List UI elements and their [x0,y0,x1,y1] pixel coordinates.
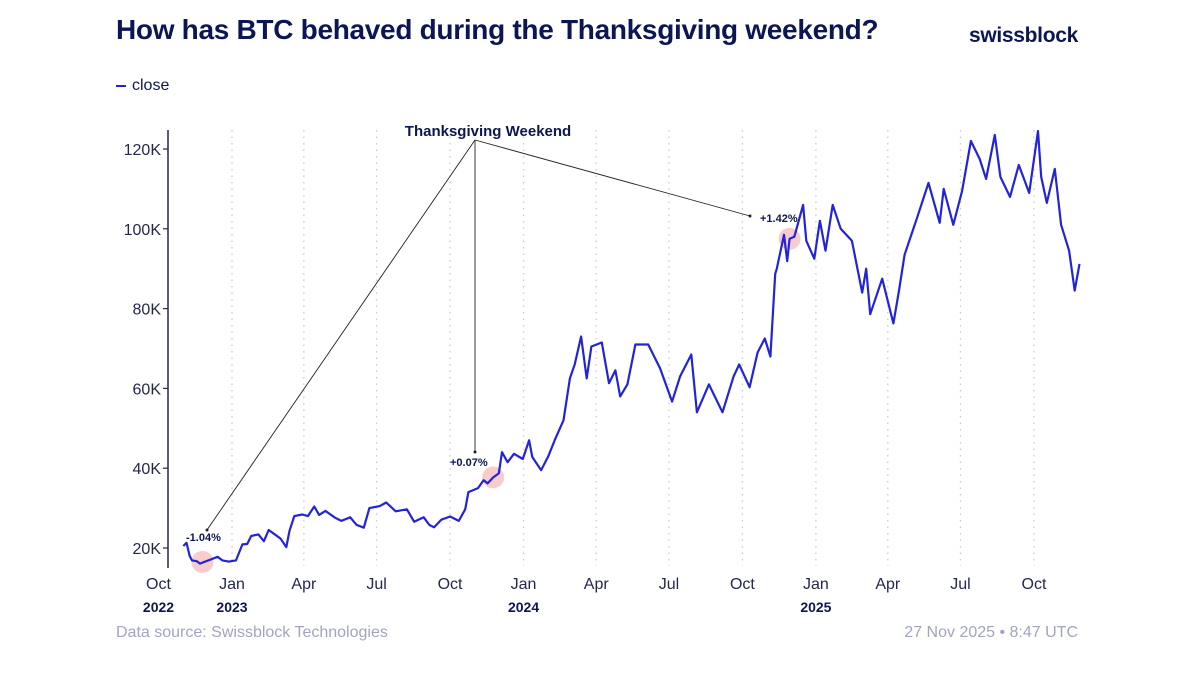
annotation-title: Thanksgiving Weekend [405,123,571,140]
x-tick-label: Apr [584,576,610,593]
annotation-arrow-dot [748,214,752,218]
data-source: Data source: Swissblock Technologies [116,624,388,641]
swissblock-logo: swissblock [968,24,1078,47]
legend: close [116,77,169,95]
x-tick-label: Apr [875,576,901,593]
x-year-label: 2023 [216,599,247,615]
y-tick-label: 120K [124,142,162,159]
x-tick-label: Jan [511,576,537,593]
annotation-connector [474,139,751,217]
x-year-label: 2022 [143,599,174,615]
annotation-label: +1.42% [760,213,798,225]
series-line-close [182,129,1081,565]
timestamp: 27 Nov 2025 • 8:47 UTC [904,624,1078,641]
x-tick-label: Jan [803,576,829,593]
y-tick-label: 100K [124,222,162,239]
x-tick-label: Oct [438,576,463,593]
y-tick-label: 60K [133,381,162,398]
x-tick-label: Jan [219,576,245,593]
x-tick-label: Jul [366,576,386,593]
x-tick-label: Oct [1022,576,1047,593]
x-year-label: 2024 [508,599,539,615]
annotation-label: +0.07% [450,457,488,469]
y-tick-label: 40K [133,461,162,478]
x-tick-label: Jul [950,576,970,593]
x-tick-label: Oct [730,576,755,593]
y-tick-label: 20K [133,541,162,558]
x-year-label: 2025 [800,599,831,615]
legend-swatch [116,85,126,87]
legend-label: close [132,77,170,94]
annotation-connector [206,139,476,531]
x-tick-label: Apr [291,576,317,593]
x-tick-label: Oct [146,576,171,593]
annotation-arrow-dot [205,528,209,532]
page-title: How has BTC behaved during the Thanksgiv… [116,14,879,45]
annotation-label: -1.04% [186,532,221,544]
y-tick-label: 80K [133,302,162,319]
annotation-arrow-dot [473,450,477,454]
x-tick-label: Jul [659,576,679,593]
